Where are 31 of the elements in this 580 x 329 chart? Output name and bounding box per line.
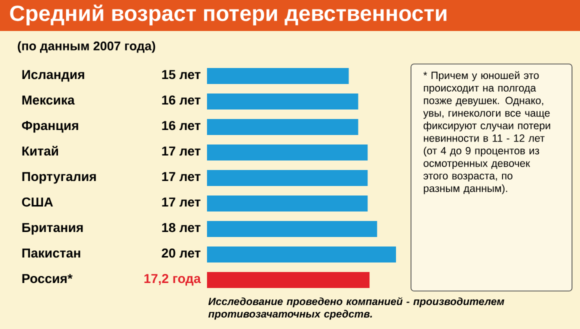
y-tick-label: Британия <box>22 223 83 235</box>
y-tick-label: Россия* <box>22 274 73 284</box>
y-tick-label: Франция <box>22 121 78 133</box>
data-label: 18 лет <box>162 222 200 232</box>
bar <box>207 272 370 288</box>
bar <box>207 94 358 110</box>
bar <box>207 119 358 135</box>
data-label: 17 лет <box>162 172 200 182</box>
data-label: 16 лет <box>162 120 200 130</box>
bar <box>207 170 368 186</box>
bar <box>207 68 349 84</box>
y-tick-label: Исландия <box>22 70 84 82</box>
data-label: 17 лет <box>162 198 200 207</box>
data-label: 16 лет <box>162 95 200 105</box>
y-tick-label: США <box>22 197 53 207</box>
y-tick-label: Пакистан <box>22 248 80 258</box>
bar <box>207 246 396 262</box>
chart-title: Средний возраст потери девственности <box>10 4 446 26</box>
bar <box>207 144 368 160</box>
y-tick-label: Мексика <box>22 96 75 105</box>
data-label: 15 лет <box>162 70 200 80</box>
text: Исследование проведено компанией - производителем противозачаточных средств. <box>208 297 504 320</box>
y-tick-label: Португалия <box>22 172 96 184</box>
bar <box>207 196 368 212</box>
data-label: 20 лет <box>162 248 200 258</box>
data-label: 17,2 года <box>144 274 201 286</box>
bar <box>207 221 378 237</box>
data-label: 17 лет <box>162 146 200 156</box>
text: (по данным 2007 года) <box>18 41 156 53</box>
text: * Причем у юношей это происходит на полгода позже девушек. Однако, увы, гинекологи все чаще фиксируют случаи потери невинности в 11 - 12 лет (от 4 до 9 процентов из осмотренных девочек этого возраста, по разным данным). <box>423 71 550 194</box>
y-tick-label: Китай <box>22 146 58 156</box>
